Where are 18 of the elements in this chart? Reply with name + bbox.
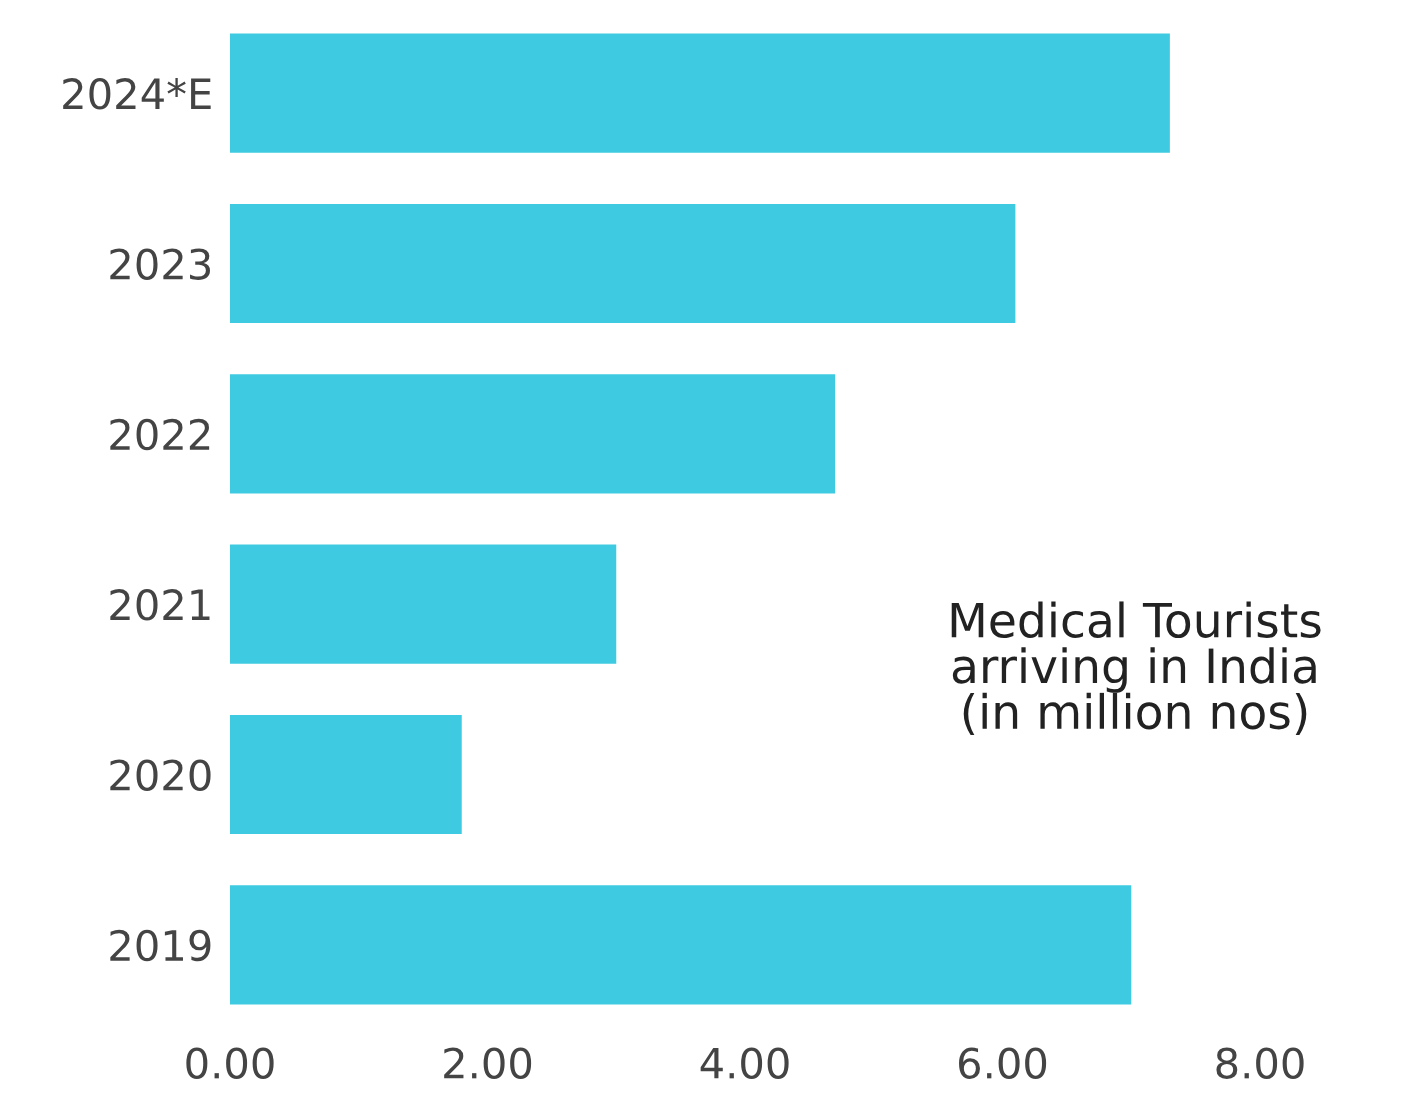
x-tick-label: 8.00 bbox=[1216, 1047, 1304, 1079]
bar bbox=[230, 714, 462, 835]
bar bbox=[230, 374, 836, 494]
bar bbox=[230, 203, 1016, 324]
x-tick-label: 4.00 bbox=[700, 1047, 789, 1079]
y-tick-label: 2021 bbox=[110, 589, 210, 621]
y-tick-label: 2020 bbox=[110, 759, 211, 791]
x-tick-label: 0.00 bbox=[186, 1047, 274, 1079]
bar bbox=[230, 885, 1132, 1005]
y-tick-label: 2023 bbox=[110, 248, 210, 280]
text: Medical Tourists arriving in India (in million nos) bbox=[951, 601, 1321, 735]
y-tick-label: 2024*E bbox=[63, 78, 211, 110]
x-tick-label: 6.00 bbox=[959, 1047, 1047, 1079]
bar bbox=[230, 33, 1170, 153]
y-tick-label: 2019 bbox=[110, 929, 211, 962]
y-tick-label: 2022 bbox=[110, 418, 210, 451]
bar bbox=[230, 544, 617, 664]
x-tick-label: 2.00 bbox=[444, 1047, 532, 1079]
